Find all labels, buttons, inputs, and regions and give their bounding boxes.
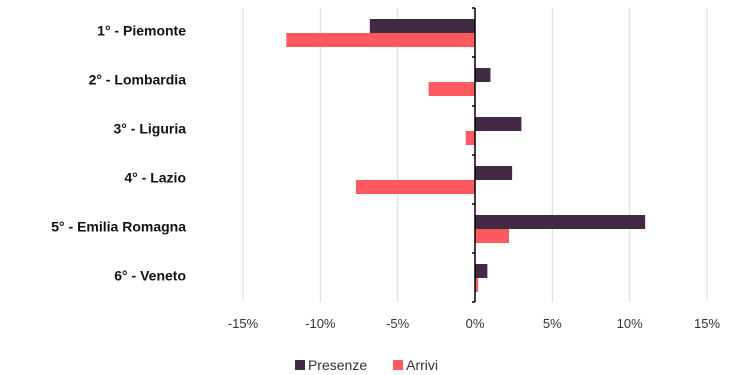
category-label: 5° - Emilia Romagna bbox=[51, 219, 186, 235]
legend-swatch-presenze bbox=[294, 360, 305, 370]
value-tick-labels: -15% -10% -5% 0% 5% 10% 15% bbox=[228, 316, 721, 331]
x-tick-label: 10% bbox=[617, 316, 643, 331]
legend-swatch-arrivi bbox=[393, 360, 404, 370]
bar-chart: 1° - Piemonte 2° - Lombardia 3° - Liguria 4… bbox=[51, 7, 721, 331]
bar-arrivi-4 bbox=[355, 180, 475, 194]
bar-presenze-4 bbox=[475, 166, 513, 180]
legend-label-presenze: Presenze bbox=[307, 357, 368, 373]
legend-item-presenze: Presenze bbox=[294, 357, 368, 373]
bar-presenze-6 bbox=[475, 264, 488, 278]
bar-arrivi-3 bbox=[465, 131, 475, 145]
x-tick-label: -10% bbox=[305, 316, 336, 331]
bars bbox=[286, 19, 646, 292]
bar-arrivi-5 bbox=[475, 229, 510, 243]
x-tick-label: 0% bbox=[466, 316, 485, 331]
bar-presenze-3 bbox=[475, 117, 522, 131]
x-tick-label: 15% bbox=[694, 316, 720, 331]
legend-item-arrivi: Arrivi bbox=[393, 357, 438, 373]
bar-arrivi-1 bbox=[286, 33, 475, 47]
category-label: 4° - Lazio bbox=[124, 170, 186, 186]
gridlines bbox=[242, 8, 708, 302]
x-tick-label: -15% bbox=[228, 316, 259, 331]
category-label: 6° - Veneto bbox=[114, 268, 186, 284]
category-label: 1° - Piemonte bbox=[97, 23, 186, 39]
category-label: 2° - Lombardia bbox=[89, 72, 187, 88]
bar-arrivi-2 bbox=[428, 82, 475, 96]
x-tick-label: 5% bbox=[543, 316, 562, 331]
bar-presenze-5 bbox=[475, 215, 646, 229]
x-tick-label: -5% bbox=[386, 316, 410, 331]
category-label: 3° - Liguria bbox=[114, 121, 187, 137]
bar-presenze-2 bbox=[475, 68, 491, 82]
bar-presenze-1 bbox=[369, 19, 475, 33]
legend-label-arrivi: Arrivi bbox=[406, 357, 439, 373]
bar-arrivi-6 bbox=[475, 278, 479, 292]
category-labels: 1° - Piemonte 2° - Lombardia 3° - Liguria 4… bbox=[51, 23, 186, 284]
category-axis bbox=[472, 7, 476, 303]
legend: Presenze Arrivi bbox=[0, 355, 733, 375]
